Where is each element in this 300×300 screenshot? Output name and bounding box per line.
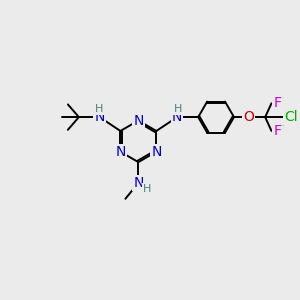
Text: H: H	[173, 104, 182, 114]
Text: N: N	[151, 145, 162, 159]
Text: N: N	[115, 145, 126, 159]
Text: H: H	[95, 104, 103, 114]
Text: N: N	[133, 114, 144, 128]
Text: Cl: Cl	[284, 110, 298, 124]
Text: N: N	[133, 176, 144, 190]
Text: N: N	[172, 110, 182, 124]
Text: F: F	[273, 124, 281, 138]
Text: N: N	[94, 110, 105, 124]
Text: O: O	[243, 110, 254, 124]
Text: F: F	[273, 96, 281, 110]
Text: H: H	[143, 184, 151, 194]
